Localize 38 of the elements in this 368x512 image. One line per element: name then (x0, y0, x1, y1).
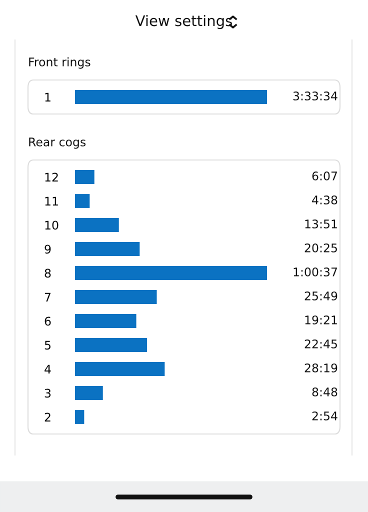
y-tick-label: 11 (45, 196, 58, 206)
data-label: 3:33:34 (293, 91, 338, 100)
y-tick-label: 12 (45, 172, 58, 182)
bar (75, 314, 136, 328)
data-label: 4:38 (312, 195, 338, 204)
bar (75, 386, 103, 400)
bar (75, 194, 90, 208)
data-label: 2:54 (312, 411, 338, 420)
y-tick-label: 7 (44, 292, 50, 302)
y-tick-label: 6 (44, 316, 51, 326)
data-label: 8:48 (312, 387, 338, 396)
bar (75, 266, 267, 280)
y-tick-label: 3 (44, 388, 51, 398)
bar (75, 218, 119, 232)
y-tick-label: 10 (45, 220, 58, 230)
bar (75, 410, 84, 424)
data-label: 6:07 (312, 171, 337, 180)
data-label: 25:49 (304, 291, 338, 300)
bar (75, 242, 140, 256)
data-label: 20:25 (304, 243, 337, 252)
data-label: 28:19 (304, 363, 338, 372)
data-label: 22:45 (304, 339, 337, 348)
y-tick-label: 4 (44, 364, 51, 374)
y-tick-label: 5 (44, 340, 50, 350)
data-label: 19:21 (305, 315, 337, 324)
text: View settings (135, 14, 232, 30)
data-label: 1:00:37 (294, 267, 337, 276)
bar (75, 338, 148, 352)
bar (75, 170, 94, 184)
chart-title: Rear cogs (29, 138, 86, 149)
y-tick-label: 9 (44, 244, 51, 254)
y-tick-label: 2 (44, 412, 50, 422)
bar (75, 362, 165, 376)
y-tick-label: 1 (45, 92, 50, 102)
chart-title: Front rings (29, 57, 90, 69)
data-label: 13:51 (305, 219, 337, 228)
y-tick-label: 8 (44, 268, 51, 278)
bar (75, 290, 157, 304)
